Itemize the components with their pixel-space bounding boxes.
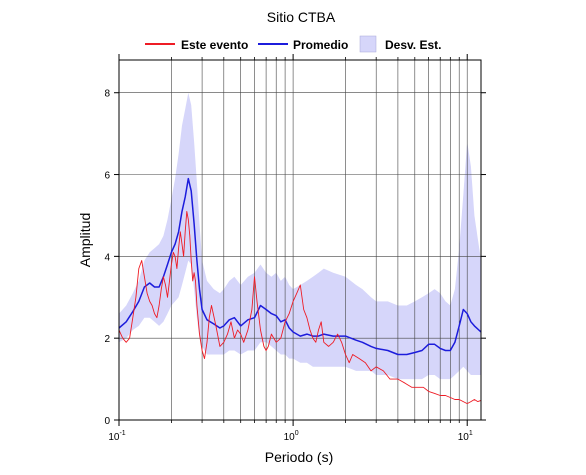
legend: Este evento Promedio Desv. Est. [145, 35, 441, 53]
chart-title: Sitio CTBA [267, 9, 336, 25]
y-axis-label: Amplitud [77, 213, 93, 267]
tick-layer: 0 2 4 6 8 10-1 100 101 [104, 54, 486, 443]
y-tick-label: 6 [104, 171, 110, 182]
plot-frame [118, 59, 482, 421]
y-tick-label: 0 [104, 416, 110, 427]
series-line-promedio [118, 177, 482, 356]
legend-label-promedio: Promedio [293, 38, 348, 52]
x-axis-label: Periodo (s) [265, 449, 333, 465]
std-band-layer [119, 92, 481, 380]
std-band-area [119, 92, 481, 380]
legend-swatch-desv-est [359, 35, 377, 53]
series-layer [118, 177, 482, 405]
y-tick-label: 8 [104, 89, 110, 100]
y-tick-label: 2 [104, 334, 110, 345]
grid-layer [119, 60, 481, 420]
x-tick-label: 100 [284, 430, 299, 443]
x-tick-label: 101 [458, 430, 473, 443]
x-tick-label: 10-1 [108, 430, 125, 443]
y-tick-label: 4 [104, 252, 110, 263]
series-line-este-evento [118, 210, 482, 405]
legend-label-este-evento: Este evento [181, 38, 248, 52]
legend-label-desv-est: Desv. Est. [385, 38, 441, 52]
